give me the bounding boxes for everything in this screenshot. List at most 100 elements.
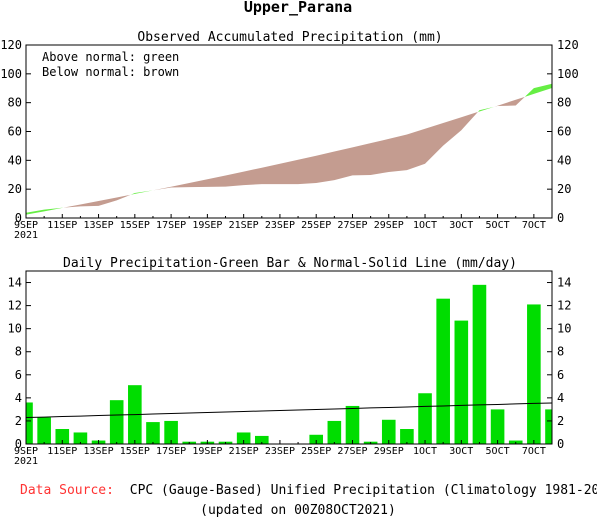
daily-bar	[418, 393, 432, 444]
daily-bar	[400, 429, 414, 444]
accum-ytick-left-label: 60	[8, 125, 22, 139]
accum-ytick-right-label: 20	[557, 182, 571, 196]
accum-xtick-label: 15SEP	[120, 220, 150, 231]
daily-ytick-right-label: 0	[557, 437, 564, 451]
accum-xtick-label: 29SEP	[374, 220, 404, 231]
daily-ytick-right-label: 4	[557, 391, 564, 405]
accum-annotation-above: Above normal: green	[42, 50, 179, 64]
daily-ytick-left-label: 4	[15, 391, 22, 405]
daily-bar	[472, 284, 487, 444]
accum-annotation-below: Below normal: brown	[42, 65, 179, 79]
accum-ytick-left-label: 80	[8, 96, 22, 110]
above-normal-area	[524, 83, 552, 97]
accum-ytick-right-label: 40	[557, 153, 571, 167]
daily-ytick-left-label: 2	[15, 414, 22, 428]
daily-ytick-left-label: 8	[15, 345, 22, 359]
daily-xtick-label: 7OCT	[522, 446, 546, 457]
daily-bar	[109, 400, 124, 444]
accum-xtick-label: 27SEP	[337, 220, 367, 231]
daily-ytick-left-label: 14	[8, 276, 22, 290]
accum-xtick-label: 1OCT	[413, 220, 437, 231]
figure-title: Upper_Parana	[244, 0, 352, 16]
daily-xtick-label: 9SEP	[14, 446, 38, 457]
daily-xtick-label: 21SEP	[229, 446, 259, 457]
above-normal-area	[26, 207, 64, 215]
daily-ytick-left-label: 12	[8, 299, 22, 313]
accum-ytick-right-label: 80	[557, 96, 571, 110]
daily-xtick-label: 3OCT	[449, 446, 473, 457]
accum-xtick-label: 13SEP	[83, 220, 113, 231]
daily-xtick-label: 27SEP	[337, 446, 367, 457]
accum-ytick-right-label: 100	[557, 67, 579, 81]
daily-bar	[381, 419, 396, 444]
daily-xtick-label: 15SEP	[120, 446, 150, 457]
above-normal-area	[130, 190, 153, 195]
daily-ytick-right-label: 12	[557, 299, 571, 313]
daily-bar	[454, 320, 469, 444]
daily-xtick-label: 23SEP	[265, 446, 295, 457]
daily-bar	[55, 429, 70, 444]
accum-ytick-right-label: 0	[557, 211, 564, 225]
accum-xtick-label: 3OCT	[449, 220, 473, 231]
accum-xtick-label: 25SEP	[301, 220, 331, 231]
daily-ytick-left-label: 0	[15, 437, 22, 451]
daily-ytick-right-label: 10	[557, 322, 571, 336]
accum-ytick-left-label: 100	[0, 67, 22, 81]
daily-chart-title: Daily Precipitation-Green Bar & Normal-S…	[63, 256, 517, 271]
daily-xtick-label: 17SEP	[156, 446, 186, 457]
daily-bar	[345, 405, 360, 444]
daily-bar	[327, 420, 342, 444]
accum-ytick-left-label: 0	[15, 211, 22, 225]
accum-xtick-label: 11SEP	[47, 220, 77, 231]
accum-ytick-left-label: 40	[8, 153, 22, 167]
accum-xtick-label: 17SEP	[156, 220, 186, 231]
daily-ytick-right-label: 2	[557, 414, 564, 428]
daily-bar	[146, 422, 160, 444]
daily-bar	[254, 435, 269, 444]
daily-ytick-right-label: 8	[557, 345, 564, 359]
above-normal-area	[477, 106, 494, 112]
daily-xtick-label: 13SEP	[83, 446, 113, 457]
below-normal-area	[63, 194, 131, 208]
daily-xtick-label: 5OCT	[486, 446, 510, 457]
daily-xtick-label: 25SEP	[301, 446, 331, 457]
daily-ytick-right-label: 14	[557, 276, 571, 290]
accum-xtick-label: 5OCT	[486, 220, 510, 231]
footer-updated: (updated on 00Z08OCT2021)	[200, 503, 396, 518]
daily-bar	[309, 434, 324, 444]
daily-bar	[236, 432, 251, 444]
accum-chart-title: Observed Accumulated Precipitation (mm)	[137, 30, 442, 45]
daily-bar	[164, 420, 178, 444]
accum-ytick-right-label: 60	[557, 125, 571, 139]
footer-source-text: CPC (Gauge-Based) Unified Precipitation …	[130, 483, 597, 498]
accum-xtick-year: 2021	[14, 230, 38, 241]
normal-line	[25, 402, 553, 418]
accum-ytick-left-label: 120	[0, 38, 22, 52]
daily-bar	[73, 432, 88, 444]
footer-source-line: Data Source: CPC (Gauge-Based) Unified P…	[20, 483, 597, 498]
daily-xtick-label: 29SEP	[374, 446, 404, 457]
below-normal-area	[152, 111, 478, 191]
daily-bar	[490, 409, 505, 444]
daily-bar	[37, 417, 51, 444]
daily-ytick-right-label: 6	[557, 368, 564, 382]
daily-xtick-label: 1OCT	[413, 446, 437, 457]
daily-plot-frame	[25, 270, 553, 445]
accum-ytick-right-label: 120	[557, 38, 579, 52]
daily-xtick-label: 11SEP	[47, 446, 77, 457]
accum-xtick-label: 21SEP	[229, 220, 259, 231]
accum-xtick-label: 7OCT	[522, 220, 546, 231]
daily-ytick-left-label: 6	[15, 368, 22, 382]
accum-xtick-label: 19SEP	[192, 220, 222, 231]
daily-bar	[26, 402, 33, 444]
accum-xtick-label: 9SEP	[14, 220, 38, 231]
daily-xtick-label: 19SEP	[192, 446, 222, 457]
accum-xtick-label: 23SEP	[265, 220, 295, 231]
accum-ytick-left-label: 20	[8, 182, 22, 196]
daily-bar	[527, 304, 541, 444]
daily-bar	[436, 298, 450, 444]
below-normal-area	[493, 96, 525, 107]
